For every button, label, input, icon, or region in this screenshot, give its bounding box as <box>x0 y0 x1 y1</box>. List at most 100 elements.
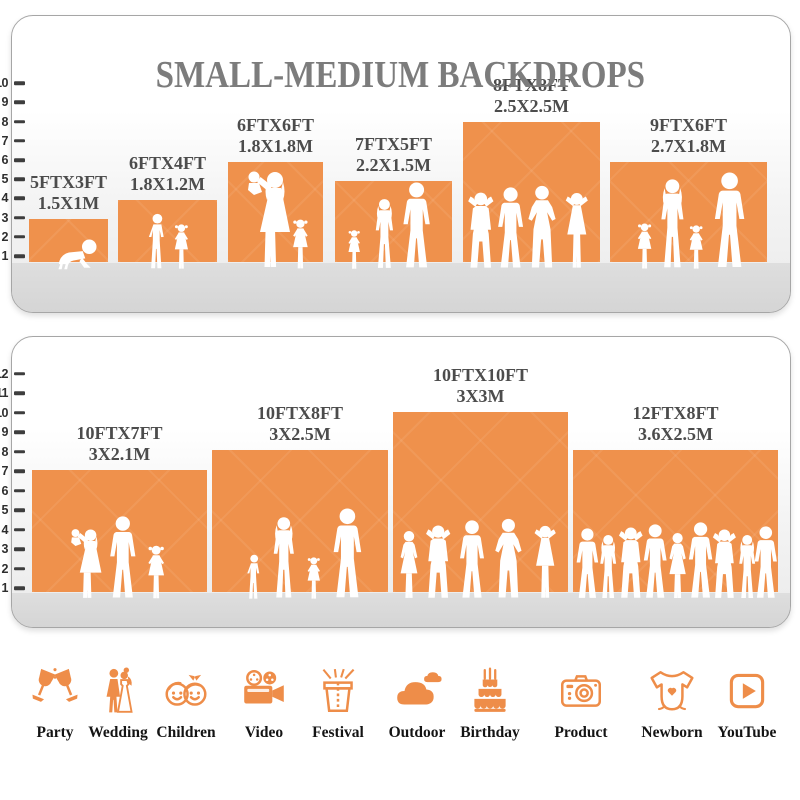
ruler-tick-mark <box>13 100 25 105</box>
ruler-tick-number: 2 <box>1 229 9 244</box>
size-meters-text: 3X2.1M <box>88 443 151 464</box>
bar-size-label: 10FTX8FT 3X2.5M <box>257 403 343 444</box>
woman-silhouette <box>370 198 399 270</box>
ruler-tick-number: 5 <box>1 171 9 186</box>
category-label: Product <box>554 724 608 741</box>
ruler-tick-mark <box>13 196 25 201</box>
ruler-tick-mark <box>13 158 25 162</box>
ruler-tick-number: 10 <box>0 405 9 420</box>
ruler-tick-number: 9 <box>1 95 9 110</box>
woman-silhouette <box>654 178 691 270</box>
category-label: Birthday <box>460 724 520 741</box>
wedding-icon <box>93 666 143 716</box>
size-meters-text: 3.6X2.5M <box>637 423 713 444</box>
ruler-tick-number: 1 <box>1 248 9 263</box>
girl-silhouette <box>635 222 654 270</box>
page-title: SMALL-MEDIUM BACKDROPS <box>0 53 800 97</box>
category-item-party: Party <box>7 666 103 742</box>
ruler-tick-number: 2 <box>1 561 9 576</box>
panel-floor <box>12 263 790 312</box>
man-pose-silhouette <box>423 524 453 600</box>
ruler-tick-mark <box>13 254 25 258</box>
video-icon <box>239 666 289 716</box>
ruler-tick-number: 3 <box>1 210 9 225</box>
ruler-tick-number: 4 <box>1 522 9 537</box>
girl-silhouette <box>172 223 191 270</box>
ruler-tick-number: 4 <box>1 191 9 206</box>
ruler-tick-mark <box>13 547 25 551</box>
category-label: Newborn <box>641 724 703 741</box>
ruler-tick-number: 8 <box>1 114 9 129</box>
woman-silhouette <box>267 516 301 600</box>
festival-icon <box>313 666 363 716</box>
woman-baby-silhouette <box>69 528 106 600</box>
bar-size-label: 6FTX4FT 1.8X1.2M <box>129 153 206 194</box>
size-feet-text: 10FTX7FT <box>76 423 163 443</box>
category-label: Party <box>36 724 74 741</box>
ruler-tick-mark <box>13 469 25 473</box>
size-feet-text: 9FTX6FT <box>649 115 728 135</box>
size-feet-text: 6FTX4FT <box>128 153 207 173</box>
category-item-children: Children <box>138 666 234 742</box>
backdrop-bar-6ftx6ft <box>228 162 323 262</box>
man-hips-silhouette <box>492 518 525 600</box>
man-silhouette <box>399 182 434 270</box>
size-feet-text: 5FTX3FT <box>29 172 108 192</box>
category-item-product: Product <box>533 666 629 742</box>
size-meters-text: 1.5X1M <box>37 192 100 213</box>
man-silhouette <box>329 508 366 600</box>
ruler-tick-mark <box>13 410 25 415</box>
baby-silhouette <box>53 238 99 270</box>
category-item-wedding: Wedding <box>70 666 166 742</box>
category-label: Children <box>156 724 216 741</box>
ruler-tick-mark <box>13 508 25 512</box>
category-label: Video <box>244 724 284 741</box>
outdoor-icon <box>392 666 442 716</box>
bar-size-label: 6FTX6FT 1.8X1.8M <box>237 115 314 156</box>
man-silhouette <box>710 172 749 270</box>
size-meters-text: 2.7X1.8M <box>650 135 726 156</box>
ruler-tick-mark <box>13 215 25 220</box>
ruler-tick-number: 9 <box>1 424 9 439</box>
ruler-tick-mark <box>13 527 25 532</box>
category-item-festival: Festival <box>290 666 386 742</box>
children-icon <box>161 666 211 716</box>
category-item-youtube: YouTube <box>699 666 795 742</box>
size-feet-text: 6FTX6FT <box>236 115 315 135</box>
backdrop-bar-10ftx8ft <box>212 450 388 592</box>
girl-silhouette <box>687 224 705 270</box>
size-feet-text: 10FTX10FT <box>432 365 529 385</box>
ruler-tick-mark <box>13 488 25 493</box>
boy-silhouette <box>146 213 169 270</box>
backdrop-bar-10ftx7ft <box>32 470 207 592</box>
size-feet-text: 10FTX8FT <box>256 403 344 423</box>
size-feet-text: 7FTX5FT <box>354 134 433 154</box>
ruler-tick-mark <box>13 566 25 571</box>
backdrop-bar-6ftx4ft <box>118 200 217 262</box>
backdrop-bar-9ftx6ft <box>610 162 767 262</box>
bar-size-label: 8FTX8FT 2.5X2.5M <box>493 75 570 116</box>
man-silhouette <box>751 526 781 600</box>
woman-dress-silhouette <box>395 530 423 600</box>
girl-silhouette <box>346 229 362 270</box>
category-label: Wedding <box>88 724 148 741</box>
man-hips-silhouette <box>525 185 559 270</box>
ruler-tick-number: 5 <box>1 502 9 517</box>
ruler-tick-mark <box>13 586 25 590</box>
ruler-tick-number: 8 <box>1 444 9 459</box>
girl-silhouette <box>305 556 323 600</box>
ruler-tick-mark <box>13 391 25 395</box>
boy-silhouette <box>245 554 263 600</box>
ruler-tick-number: 6 <box>1 483 9 498</box>
category-item-newborn: Newborn <box>624 666 720 742</box>
ruler-tick-number: 12 <box>0 366 9 381</box>
ruler-tick-number: 7 <box>1 133 9 148</box>
size-feet-text: 12FTX8FT <box>632 403 719 423</box>
product-icon <box>556 666 606 716</box>
ruler-tick-number: 3 <box>1 541 9 556</box>
category-item-birthday: Birthday <box>442 666 538 742</box>
size-feet-text: 8FTX8FT <box>492 75 571 95</box>
size-meters-text: 3X2.5M <box>269 423 331 444</box>
ruler-tick-number: 10 <box>0 75 9 90</box>
